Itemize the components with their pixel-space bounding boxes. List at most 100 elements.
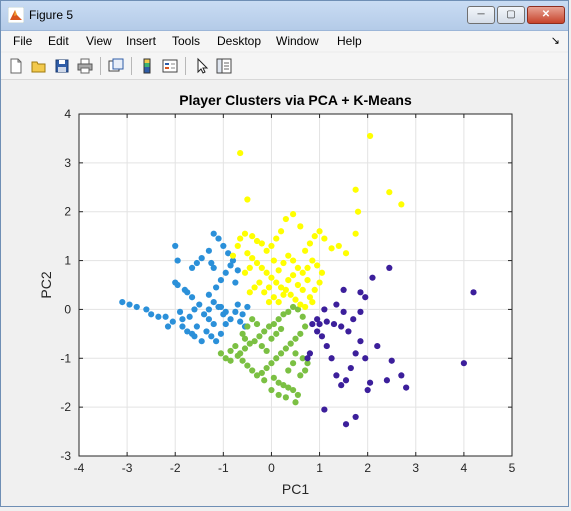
- colorbar-icon[interactable]: [138, 57, 156, 75]
- data-point-cluster-1: [181, 286, 188, 293]
- open-file-icon[interactable]: [30, 57, 48, 75]
- maximize-button[interactable]: ▢: [497, 6, 525, 24]
- menu-view[interactable]: View: [86, 34, 112, 48]
- data-point-cluster-1: [222, 269, 229, 276]
- data-point-cluster-2: [268, 386, 275, 394]
- data-point-cluster-2: [261, 328, 268, 335]
- data-point-cluster-3: [241, 269, 249, 276]
- data-point-cluster-3: [398, 201, 405, 208]
- data-point-cluster-1: [205, 316, 212, 323]
- property-editor-icon[interactable]: [215, 57, 233, 75]
- data-point-cluster-3: [318, 269, 326, 276]
- data-point-cluster-2: [256, 333, 263, 340]
- data-point-cluster-1: [217, 277, 225, 284]
- menu-help[interactable]: Help: [337, 34, 362, 48]
- save-icon[interactable]: [53, 57, 71, 75]
- data-point-cluster-1: [208, 259, 215, 267]
- data-point-cluster-1: [172, 242, 179, 250]
- data-point-cluster-1: [210, 264, 217, 271]
- data-point-cluster-1: [184, 328, 191, 335]
- data-point-cluster-4: [403, 384, 410, 391]
- data-point-cluster-1: [232, 308, 239, 315]
- data-point-cluster-3: [306, 294, 314, 301]
- data-point-cluster-4: [330, 320, 338, 328]
- data-point-cluster-1: [234, 301, 241, 308]
- menu-tools[interactable]: Tools: [172, 34, 201, 48]
- data-point-cluster-3: [229, 252, 237, 259]
- pointer-icon[interactable]: [193, 57, 211, 75]
- data-point-cluster-4: [357, 338, 364, 345]
- data-point-cluster-3: [244, 196, 251, 203]
- data-point-cluster-2: [244, 362, 251, 369]
- data-point-cluster-2: [270, 374, 277, 381]
- data-point-cluster-2: [280, 311, 287, 318]
- legend-icon[interactable]: [161, 57, 179, 75]
- data-point-cluster-3: [249, 233, 256, 240]
- data-point-cluster-1: [193, 259, 200, 267]
- data-point-cluster-3: [280, 291, 287, 298]
- x-tick-label: -1: [218, 461, 229, 475]
- menu-file[interactable]: File: [13, 34, 33, 48]
- data-point-cluster-3: [285, 252, 292, 259]
- data-point-cluster-2: [285, 308, 292, 315]
- title-bar[interactable]: Figure 5 ─ ▢ ✕: [1, 1, 568, 31]
- data-point-cluster-3: [275, 267, 282, 274]
- data-point-cluster-3: [263, 247, 270, 254]
- minimize-button[interactable]: ─: [467, 6, 495, 24]
- dock-arrow-icon[interactable]: ↘: [550, 35, 560, 47]
- new-figure-icon[interactable]: [7, 57, 25, 75]
- data-point-cluster-3: [311, 286, 318, 293]
- data-point-cluster-4: [350, 316, 357, 323]
- data-point-cluster-4: [321, 406, 328, 413]
- data-point-cluster-4: [386, 264, 393, 271]
- data-point-cluster-3: [273, 235, 280, 242]
- data-point-cluster-2: [265, 323, 273, 330]
- y-tick-label: 0: [64, 302, 71, 316]
- data-point-cluster-2: [287, 340, 294, 347]
- link-plot-icon[interactable]: [107, 57, 125, 75]
- data-point-cluster-3: [282, 215, 289, 223]
- menu-desktop[interactable]: Desktop: [217, 34, 262, 48]
- data-point-cluster-3: [287, 291, 294, 298]
- data-point-cluster-4: [383, 377, 391, 384]
- data-point-cluster-2: [227, 347, 234, 355]
- data-point-cluster-1: [162, 313, 169, 320]
- close-button[interactable]: ✕: [527, 6, 565, 24]
- data-point-cluster-1: [133, 303, 140, 311]
- data-point-cluster-2: [239, 357, 246, 364]
- data-point-cluster-4: [314, 316, 321, 323]
- data-point-cluster-3: [263, 269, 270, 276]
- data-point-cluster-3: [265, 299, 273, 306]
- data-point-cluster-2: [277, 325, 285, 333]
- x-tick-label: -3: [122, 461, 133, 475]
- data-point-cluster-3: [289, 257, 297, 264]
- data-point-cluster-4: [362, 294, 369, 301]
- data-point-cluster-1: [198, 255, 205, 262]
- data-point-cluster-1: [222, 320, 229, 328]
- data-point-cluster-3: [234, 242, 241, 250]
- data-point-cluster-2: [292, 335, 299, 342]
- data-point-cluster-2: [270, 320, 277, 328]
- toolbar-separator: [131, 57, 132, 75]
- window-title: Figure 5: [29, 8, 74, 22]
- data-point-cluster-3: [253, 259, 261, 267]
- data-point-cluster-3: [277, 284, 285, 291]
- data-point-cluster-1: [164, 323, 172, 330]
- minimize-icon: ─: [477, 9, 485, 20]
- data-point-cluster-2: [244, 323, 251, 330]
- menu-edit[interactable]: Edit: [48, 34, 69, 48]
- print-icon[interactable]: [76, 57, 94, 75]
- data-point-cluster-1: [200, 311, 208, 318]
- data-point-cluster-1: [179, 323, 186, 330]
- data-point-cluster-4: [345, 328, 352, 335]
- data-point-cluster-1: [176, 308, 184, 315]
- data-point-cluster-1: [172, 279, 179, 286]
- menu-insert[interactable]: Insert: [126, 34, 157, 48]
- menu-window[interactable]: Window: [276, 34, 319, 48]
- data-point-cluster-2: [292, 350, 299, 357]
- data-point-cluster-3: [268, 242, 275, 250]
- data-point-cluster-3: [311, 233, 318, 240]
- data-point-cluster-3: [304, 264, 311, 271]
- data-point-cluster-2: [289, 360, 297, 367]
